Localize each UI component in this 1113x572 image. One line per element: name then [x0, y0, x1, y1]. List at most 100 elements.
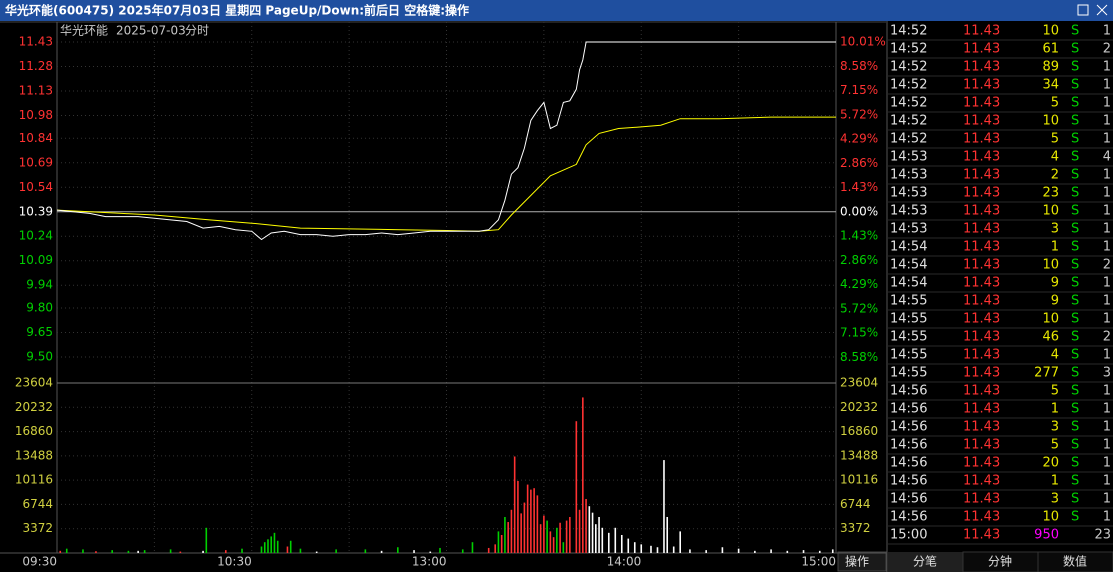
volume-bar: [500, 534, 503, 553]
tab[interactable]: 分笔: [913, 554, 937, 569]
x-tick-label: 14:00: [607, 555, 642, 569]
volume-bar: [575, 421, 578, 553]
trade-count: 2: [1103, 258, 1111, 273]
trade-volume: 9: [1051, 276, 1059, 291]
volume-tick-label: 6744: [22, 497, 53, 511]
volume-bar: [539, 524, 542, 553]
volume-bar: [65, 548, 68, 553]
trade-time: 14:53: [890, 222, 927, 237]
trade-volume: 9: [1051, 294, 1059, 309]
trade-time: 14:54: [890, 240, 927, 255]
volume-bar: [650, 545, 652, 553]
trade-volume: 4: [1051, 150, 1059, 165]
chart-mode: 分时: [185, 24, 209, 38]
trade-count: 1: [1103, 384, 1111, 399]
trade-count: 1: [1103, 24, 1111, 39]
trade-price: 11.43: [963, 24, 1000, 39]
trade-side: S: [1071, 114, 1079, 129]
volume-bar: [666, 516, 669, 553]
trade-volume: 950: [1034, 528, 1059, 543]
operate-button[interactable]: [837, 551, 887, 572]
volume-bar: [429, 551, 432, 553]
trade-side: S: [1071, 132, 1079, 147]
y2-tick-label: 7.15%: [840, 83, 878, 97]
trade-volume: 10: [1042, 24, 1059, 39]
volume-bar: [461, 549, 464, 553]
trade-count: 1: [1103, 276, 1111, 291]
trade-side: S: [1071, 420, 1079, 435]
volume-bar: [380, 550, 383, 553]
trade-price: 11.43: [963, 186, 1000, 201]
volume-bar: [578, 509, 581, 553]
trade-side: S: [1071, 186, 1079, 201]
volume-bar: [595, 524, 597, 553]
operate-label[interactable]: 操作: [845, 554, 869, 569]
trade-price: 11.43: [963, 528, 1000, 543]
volume-bar: [397, 547, 399, 553]
x-tick-label: 13:00: [412, 555, 447, 569]
trade-side: S: [1071, 312, 1079, 327]
volume-bar: [770, 549, 772, 553]
maximize-button[interactable]: [1077, 4, 1089, 16]
trade-side: S: [1071, 240, 1079, 255]
trade-volume: 277: [1034, 366, 1059, 381]
volume-bar: [607, 532, 610, 553]
trade-count: 23: [1094, 528, 1111, 543]
trade-count: 1: [1103, 456, 1111, 471]
volume-bar: [737, 548, 740, 553]
trade-price: 11.43: [963, 78, 1000, 93]
close-button[interactable]: [1096, 4, 1108, 16]
trade-time: 14:55: [890, 312, 927, 327]
trade-time: 14:56: [890, 420, 927, 435]
trade-time: 14:53: [890, 150, 927, 165]
volume-bar: [689, 549, 691, 553]
trade-volume: 10: [1042, 258, 1059, 273]
volume-tick-label: 16860: [840, 424, 878, 438]
trade-side: S: [1071, 366, 1079, 381]
trade-time: 14:55: [890, 294, 927, 309]
trade-time: 14:56: [890, 510, 927, 525]
trade-count: 1: [1103, 60, 1111, 75]
y-tick-label: 10.39: [19, 204, 53, 218]
trade-price: 11.43: [963, 402, 1000, 417]
volume-bar: [169, 549, 172, 553]
trade-time: 14:52: [890, 24, 927, 39]
y2-tick-label: 8.58%: [840, 350, 878, 364]
trade-side: S: [1071, 42, 1079, 57]
volume-tick-label: 10116: [840, 473, 878, 487]
trade-volume: 10: [1042, 204, 1059, 219]
trade-count: 1: [1103, 78, 1111, 93]
y-tick-label: 9.80: [26, 301, 53, 315]
tab[interactable]: 数值: [1063, 554, 1087, 569]
trade-time: 14:52: [890, 42, 927, 57]
trade-count: 1: [1103, 402, 1111, 417]
volume-tick-label: 23604: [840, 376, 878, 390]
volume-bar: [818, 550, 821, 553]
volume-tick-label: 13488: [840, 448, 878, 462]
trade-volume: 10: [1042, 510, 1059, 525]
trade-count: 4: [1103, 150, 1111, 165]
trade-side: S: [1071, 96, 1079, 111]
trade-volume: 20: [1042, 456, 1059, 471]
trade-price: 11.43: [963, 204, 1000, 219]
trade-side: S: [1071, 168, 1079, 183]
y-tick-label: 10.24: [19, 229, 53, 243]
trade-count: 1: [1103, 168, 1111, 183]
y2-tick-label: 7.15%: [840, 326, 878, 340]
trade-side: S: [1071, 384, 1079, 399]
volume-bar: [497, 531, 500, 553]
trade-side: S: [1071, 438, 1079, 453]
y2-tick-label: 5.72%: [840, 301, 878, 315]
volume-tick-label: 13488: [15, 448, 53, 462]
volume-bar: [507, 522, 509, 553]
volume-bar: [127, 550, 130, 553]
y-tick-label: 11.13: [19, 83, 53, 97]
volume-bar: [663, 460, 665, 553]
trade-price: 11.43: [963, 420, 1000, 435]
trade-price: 11.43: [963, 510, 1000, 525]
tab[interactable]: 分钟: [988, 554, 1012, 569]
trade-volume: 5: [1051, 96, 1059, 111]
volume-bar: [565, 520, 568, 553]
trade-side: S: [1071, 276, 1079, 291]
volume-bar: [267, 539, 269, 553]
